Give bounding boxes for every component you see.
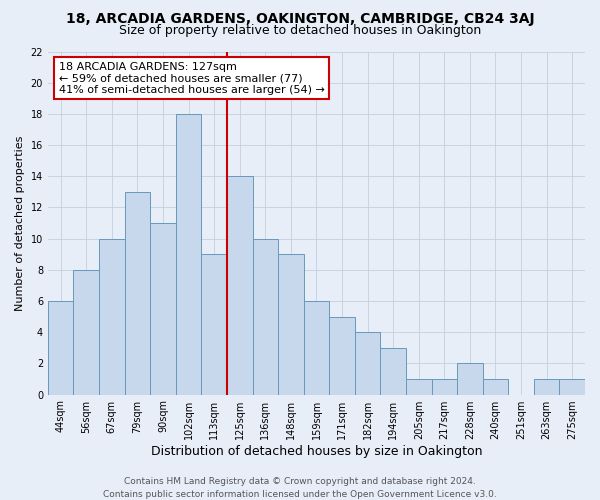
- Bar: [202, 254, 227, 394]
- Bar: [176, 114, 202, 394]
- Bar: [457, 364, 482, 394]
- Y-axis label: Number of detached properties: Number of detached properties: [15, 136, 25, 310]
- Bar: [534, 379, 559, 394]
- Bar: [482, 379, 508, 394]
- Bar: [99, 238, 125, 394]
- Text: Size of property relative to detached houses in Oakington: Size of property relative to detached ho…: [119, 24, 481, 37]
- Bar: [278, 254, 304, 394]
- X-axis label: Distribution of detached houses by size in Oakington: Distribution of detached houses by size …: [151, 444, 482, 458]
- Bar: [73, 270, 99, 394]
- Bar: [125, 192, 150, 394]
- Bar: [406, 379, 431, 394]
- Bar: [48, 301, 73, 394]
- Text: 18, ARCADIA GARDENS, OAKINGTON, CAMBRIDGE, CB24 3AJ: 18, ARCADIA GARDENS, OAKINGTON, CAMBRIDG…: [65, 12, 535, 26]
- Bar: [559, 379, 585, 394]
- Bar: [431, 379, 457, 394]
- Bar: [329, 316, 355, 394]
- Bar: [355, 332, 380, 394]
- Bar: [380, 348, 406, 395]
- Bar: [304, 301, 329, 394]
- Text: 18 ARCADIA GARDENS: 127sqm
← 59% of detached houses are smaller (77)
41% of semi: 18 ARCADIA GARDENS: 127sqm ← 59% of deta…: [59, 62, 325, 95]
- Text: Contains HM Land Registry data © Crown copyright and database right 2024.
Contai: Contains HM Land Registry data © Crown c…: [103, 478, 497, 499]
- Bar: [253, 238, 278, 394]
- Bar: [227, 176, 253, 394]
- Bar: [150, 223, 176, 394]
